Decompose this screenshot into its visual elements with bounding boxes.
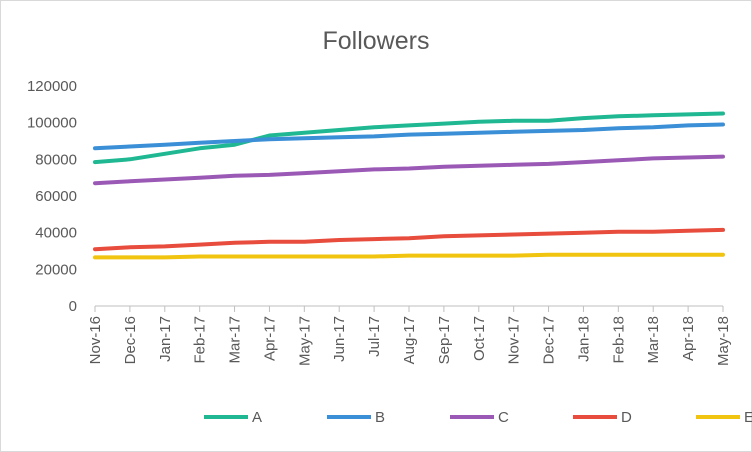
series-line-c <box>93 154 725 186</box>
legend-label-b: B <box>375 409 385 426</box>
y-axis-ticks: 0 20000 40000 60000 80000 100000 120000 <box>27 78 77 315</box>
legend-label-c: C <box>498 409 509 426</box>
legend-label-e: E <box>744 409 752 426</box>
series-line-e <box>93 252 725 260</box>
x-tick-label: Jul-17 <box>366 316 383 357</box>
x-tick-label: Jan-17 <box>157 316 174 362</box>
y-tick-label: 80000 <box>35 151 77 168</box>
chart-title: Followers <box>323 27 430 55</box>
series-line-d <box>93 227 725 252</box>
x-tick-label: Aug-17 <box>401 316 418 364</box>
y-tick-label: 0 <box>69 298 77 315</box>
series-line-b <box>93 122 725 151</box>
legend-label-d: D <box>621 409 632 426</box>
x-axis: Nov-16 Dec-16 Jan-17 Feb-17 Mar-17 Apr-17 May-… <box>87 305 732 366</box>
y-tick-label: 20000 <box>35 261 77 278</box>
legend: A B C D E <box>204 409 752 426</box>
series-line-a <box>93 111 725 165</box>
x-tick-label: May-17 <box>296 316 313 366</box>
x-tick-label: Oct-17 <box>471 316 488 361</box>
x-tick-label: Mar-18 <box>645 316 662 364</box>
x-tick-label: Feb-18 <box>610 316 627 364</box>
legend-label-a: A <box>252 409 262 426</box>
y-tick-label: 120000 <box>27 78 77 95</box>
x-tick-label: Nov-17 <box>506 316 523 364</box>
x-tick-label: Feb-17 <box>192 316 209 364</box>
x-tick-label: Nov-16 <box>87 316 104 364</box>
y-tick-label: 60000 <box>35 188 77 205</box>
x-tick-label: Mar-17 <box>227 316 244 364</box>
y-tick-label: 100000 <box>27 115 77 132</box>
series-lines <box>93 111 725 260</box>
x-tick-label: May-18 <box>715 316 732 366</box>
x-tick-label: Dec-17 <box>541 316 558 364</box>
y-tick-label: 40000 <box>35 225 77 242</box>
x-tick-label: Apr-18 <box>680 316 697 361</box>
x-tick-label: Dec-16 <box>122 316 139 364</box>
x-tick-label: Apr-17 <box>261 316 278 361</box>
x-tick-label: Jan-18 <box>575 316 592 362</box>
x-tick-label: Sep-17 <box>436 316 453 364</box>
x-tick-label: Jun-17 <box>331 316 348 362</box>
